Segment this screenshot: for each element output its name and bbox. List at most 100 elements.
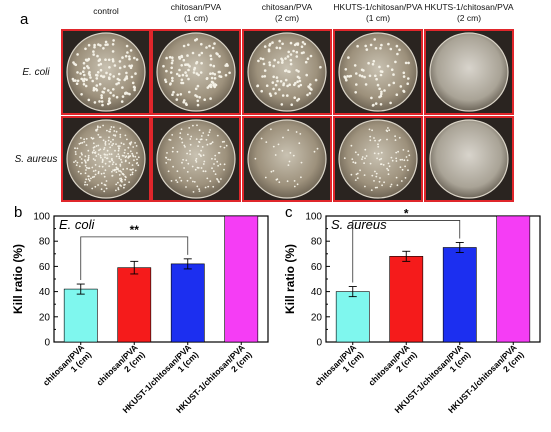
colony-dot [87, 98, 91, 102]
colony-dot [211, 157, 213, 160]
colony-dot [380, 92, 383, 96]
colony-dot [108, 130, 110, 133]
colony-dot [167, 170, 170, 173]
colony-dot [84, 84, 88, 88]
colony-dot [106, 157, 109, 160]
colony-dot [379, 47, 382, 50]
colony-dot [288, 160, 291, 163]
colony-dot [112, 142, 115, 145]
colony-dot [371, 174, 374, 177]
colony-dot [189, 143, 192, 146]
column-header-line2: (1 cm) [184, 13, 208, 23]
colony-dot [404, 165, 406, 168]
colony-dot [211, 46, 215, 50]
colony-dot [119, 163, 122, 166]
colony-dot [265, 84, 269, 87]
colony-dot [181, 81, 185, 85]
colony-dot [300, 51, 304, 55]
y-tick-label: 100 [305, 212, 322, 223]
colony-dot [115, 171, 118, 174]
colony-dot [118, 145, 121, 148]
colony-dot [110, 126, 113, 128]
colony-dot [209, 72, 212, 75]
colony-dot [80, 93, 83, 96]
colony-dot [92, 50, 95, 53]
colony-dot [112, 161, 115, 164]
colony-dot [369, 162, 372, 165]
petri-dish [429, 119, 509, 199]
colony-dot [89, 76, 92, 79]
colony-dot [390, 68, 394, 71]
colony-dot [84, 161, 87, 164]
colony-dot [182, 58, 186, 62]
column-header-line1: chitosan/PVA [171, 2, 222, 12]
colony-dot [94, 185, 97, 188]
colony-dot [113, 130, 116, 132]
colony-dot [162, 64, 165, 68]
colony-dot [373, 180, 375, 182]
colony-dot [171, 59, 174, 62]
colony-dot [209, 54, 212, 58]
colony-dot [296, 75, 300, 79]
plate-cell [151, 116, 241, 202]
colony-dot [128, 64, 131, 68]
colony-dot [206, 177, 209, 180]
colony-dot [198, 190, 201, 193]
petri-dish [338, 32, 418, 112]
colony-dot [280, 103, 284, 106]
colony-dot [87, 66, 90, 70]
colony-dot [284, 78, 288, 82]
colony-dot [135, 58, 139, 61]
colony-dot [97, 172, 100, 175]
x-category-label: chitosan/PVA2 (cm) [94, 342, 147, 395]
colony-dot [112, 134, 115, 137]
colony-dot [212, 170, 215, 173]
colony-dot [101, 161, 104, 164]
colony-dot [407, 150, 410, 153]
colony-dot [75, 82, 79, 85]
colony-dot [165, 162, 168, 164]
colony-dot [188, 127, 191, 129]
colony-dot [102, 47, 105, 50]
colony-dot [228, 71, 231, 75]
colony-dot [374, 139, 376, 142]
colony-dot [135, 162, 138, 165]
colony-dot [189, 177, 192, 179]
colony-dot [124, 160, 127, 163]
colony-dot [112, 94, 115, 97]
colony-dot [399, 166, 402, 169]
colony-dot [128, 181, 131, 184]
colony-dot [87, 156, 90, 159]
colony-dot [120, 158, 122, 161]
colony-dot [102, 139, 105, 142]
y-tick-label: 100 [33, 212, 50, 223]
colony-dot [379, 94, 383, 98]
colony-dot [397, 150, 399, 153]
colony-dot [216, 134, 219, 137]
colony-dot [186, 54, 189, 57]
panel-a-letter: a [20, 11, 29, 28]
colony-dot [208, 44, 211, 48]
colony-dot [187, 133, 189, 136]
colony-dot [220, 178, 222, 180]
colony-dot [185, 63, 189, 66]
colony-dot [355, 173, 358, 176]
colony-dot [88, 167, 91, 170]
colony-dot [100, 188, 103, 191]
y-tick-label: 80 [39, 237, 51, 248]
colony-dot [365, 155, 368, 157]
colony-dot [259, 57, 263, 60]
plate-photos [61, 29, 514, 202]
colony-dot [171, 134, 174, 136]
colony-dot [123, 151, 126, 154]
colony-dot [85, 169, 87, 171]
colony-dot [350, 173, 353, 176]
colony-dot [196, 103, 200, 107]
colony-dot [274, 154, 277, 156]
colony-dot [369, 135, 372, 138]
colony-dot [91, 166, 94, 169]
colony-dot [300, 161, 303, 164]
colony-dot [275, 46, 279, 50]
colony-dot [107, 58, 111, 62]
colony-dot [215, 52, 218, 55]
